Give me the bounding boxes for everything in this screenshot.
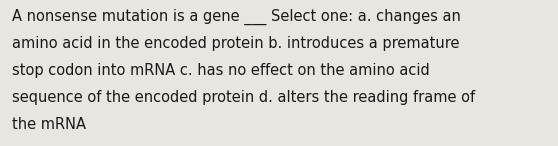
Text: sequence of the encoded protein d. alters the reading frame of: sequence of the encoded protein d. alter… [12,90,475,105]
Text: stop codon into mRNA c. has no effect on the amino acid: stop codon into mRNA c. has no effect on… [12,63,430,78]
Text: amino acid in the encoded protein b. introduces a premature: amino acid in the encoded protein b. int… [12,36,460,51]
Text: the mRNA: the mRNA [12,117,86,132]
Text: A nonsense mutation is a gene ___ Select one: a. changes an: A nonsense mutation is a gene ___ Select… [12,9,461,25]
